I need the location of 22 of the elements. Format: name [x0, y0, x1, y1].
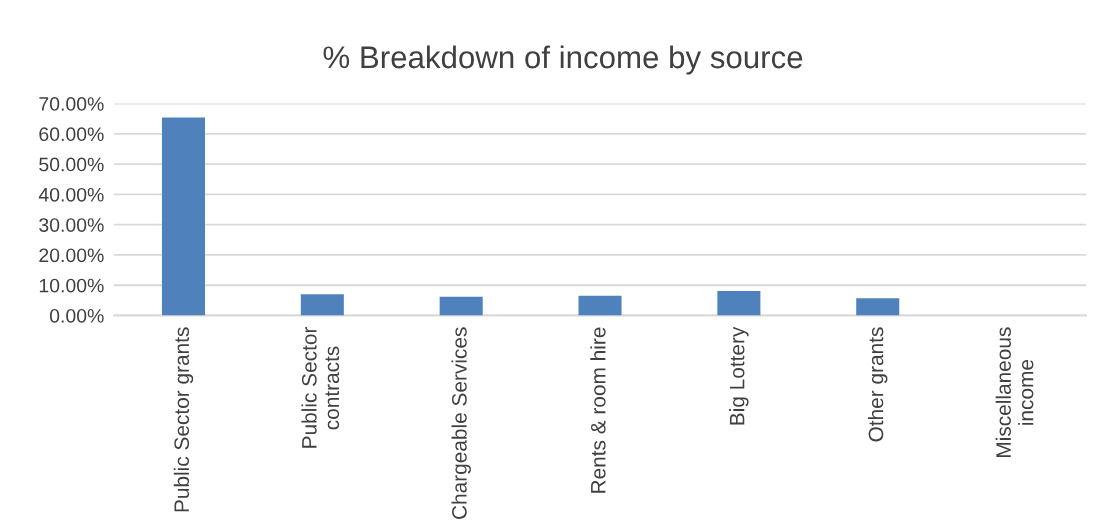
x-tick-label: Rents & room hire	[590, 327, 606, 493]
bar	[578, 295, 622, 316]
x-tick-label: Big Lottery	[729, 326, 749, 425]
y-tick-label: 20.00%	[39, 248, 104, 263]
x-tick-label: Chargeable Services	[451, 327, 471, 519]
bar	[717, 290, 761, 316]
x-tick-label: Public Sector grants	[173, 327, 194, 512]
bar	[300, 294, 344, 316]
y-tick-label: 0.00%	[49, 308, 104, 323]
x-tick-label: Other grants	[868, 327, 888, 442]
y-tick-label: 30.00%	[39, 218, 104, 232]
y-tick-label: 10.00%	[39, 278, 104, 293]
chart-title: % Breakdown of income by source	[323, 45, 803, 75]
y-tick-label: 70.00%	[39, 97, 104, 111]
y-tick-label: 40.00%	[38, 187, 104, 202]
bar	[161, 117, 205, 316]
y-tick-label: 50.00%	[39, 157, 104, 172]
bar	[856, 298, 900, 316]
x-tick-label: Public Sector contracts	[301, 326, 340, 448]
bar	[439, 296, 483, 316]
x-tick-label: Miscellaneous income	[995, 327, 1034, 457]
y-tick-label: 60.00%	[39, 127, 104, 142]
